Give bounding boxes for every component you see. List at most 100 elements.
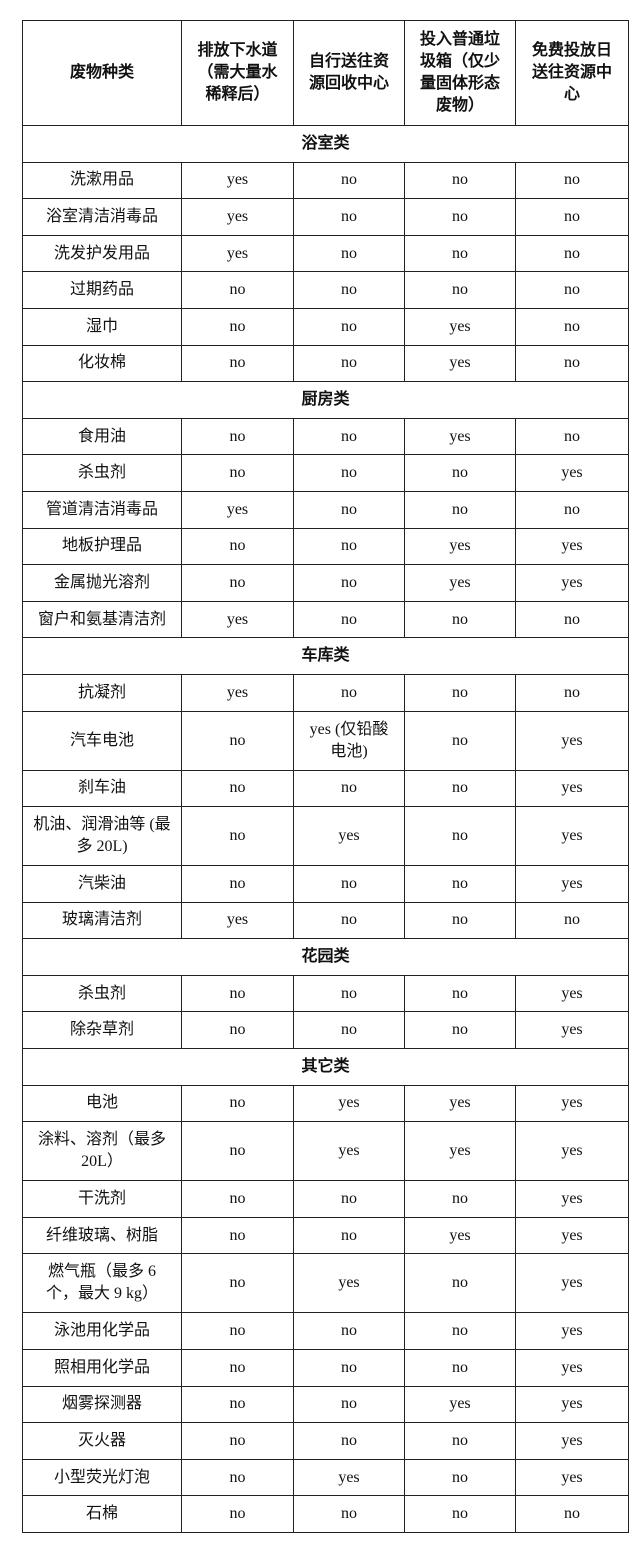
data-row: 洗发护发用品 yes no no no xyxy=(22,234,629,273)
cell: no xyxy=(293,1495,405,1533)
data-row: 湿巾 no no yes no xyxy=(22,307,629,346)
cell: no xyxy=(181,1349,294,1387)
cell: no xyxy=(181,1422,294,1460)
cell: yes xyxy=(404,1121,516,1182)
waste-type: 过期药品 xyxy=(22,271,182,309)
data-row: 烟雾探测器 no no yes yes xyxy=(22,1385,629,1424)
cell: yes xyxy=(404,564,516,602)
cell: no xyxy=(293,769,405,808)
section-title: 浴室类 xyxy=(22,125,629,163)
cell: no xyxy=(515,271,629,309)
column-header: 免费投放日送往资源中心 xyxy=(515,20,629,126)
cell: yes xyxy=(515,1216,629,1255)
section-row: 花园类 xyxy=(22,938,629,976)
section-row: 车库类 xyxy=(22,637,629,675)
cell: yes xyxy=(515,769,629,808)
cell: no xyxy=(181,454,294,492)
cell: yes xyxy=(293,1084,405,1123)
cell: no xyxy=(515,198,629,236)
cell: no xyxy=(181,1084,294,1123)
waste-type: 纤维玻璃、树脂 xyxy=(22,1216,182,1255)
cell: no xyxy=(293,271,405,309)
cell: no xyxy=(181,344,294,383)
data-row: 洗漱用品 yes no no no xyxy=(22,161,629,200)
cell: no xyxy=(404,490,516,529)
cell: yes xyxy=(515,527,629,566)
cell: no xyxy=(293,307,405,346)
cell: no xyxy=(293,1349,405,1387)
column-header: 投入普通垃圾箱（仅少量固体形态废物） xyxy=(404,20,516,126)
waste-type: 机油、润滑油等 (最多 20L) xyxy=(22,806,182,867)
cell: no xyxy=(293,901,405,940)
waste-type: 照相用化学品 xyxy=(22,1349,182,1387)
waste-type: 涂料、溶剂（最多 20L） xyxy=(22,1121,182,1182)
data-row: 金属抛光溶剂 no no yes yes xyxy=(22,564,629,602)
cell: no xyxy=(515,490,629,529)
cell: no xyxy=(181,1458,294,1497)
cell: no xyxy=(293,198,405,236)
cell: no xyxy=(181,417,294,456)
cell: no xyxy=(293,1180,405,1218)
cell: yes xyxy=(181,901,294,940)
waste-type: 洗漱用品 xyxy=(22,161,182,200)
data-row: 杀虫剂 no no no yes xyxy=(22,974,629,1013)
cell: yes xyxy=(293,1121,405,1182)
waste-type: 烟雾探测器 xyxy=(22,1385,182,1424)
cell: no xyxy=(515,161,629,200)
waste-type: 杀虫剂 xyxy=(22,454,182,492)
cell: yes xyxy=(515,806,629,867)
data-row: 灭火器 no no no yes xyxy=(22,1422,629,1460)
cell: no xyxy=(404,769,516,808)
cell: no xyxy=(181,865,294,903)
header-row: 废物种类 排放下水道（需大量水稀释后） 自行送往资源回收中心 投入普通垃圾箱（仅少量固… xyxy=(22,20,629,126)
cell: yes xyxy=(181,673,294,712)
cell: yes xyxy=(515,1253,629,1314)
cell: yes xyxy=(404,1385,516,1424)
cell: no xyxy=(404,1422,516,1460)
cell: no xyxy=(515,600,629,639)
data-row: 刹车油 no no no yes xyxy=(22,769,629,808)
cell: yes xyxy=(181,490,294,529)
waste-type: 化妆棉 xyxy=(22,344,182,383)
cell: no xyxy=(181,1312,294,1351)
column-header: 废物种类 xyxy=(22,20,182,126)
section-title: 车库类 xyxy=(22,637,629,675)
table-body: 浴室类 洗漱用品 yes no no no 浴室清洁消毒品 yes no no no 洗发护发用品 ye… xyxy=(22,125,629,1533)
data-row: 食用油 no no yes no xyxy=(22,417,629,456)
waste-type: 刹车油 xyxy=(22,769,182,808)
data-row: 化妆棉 no no yes no xyxy=(22,344,629,383)
waste-type: 玻璃清洁剂 xyxy=(22,901,182,940)
waste-type: 湿巾 xyxy=(22,307,182,346)
data-row: 燃气瓶（最多 6 个，最大 9 kg） no yes no yes xyxy=(22,1253,629,1314)
cell: no xyxy=(293,161,405,200)
section-title: 厨房类 xyxy=(22,381,629,419)
cell: yes xyxy=(181,234,294,273)
section-row: 其它类 xyxy=(22,1048,629,1086)
cell: no xyxy=(293,974,405,1013)
waste-type: 管道清洁消毒品 xyxy=(22,490,182,529)
cell: no xyxy=(181,1495,294,1533)
waste-type: 杀虫剂 xyxy=(22,974,182,1013)
waste-type: 洗发护发用品 xyxy=(22,234,182,273)
cell: no xyxy=(293,1385,405,1424)
cell: no xyxy=(181,1180,294,1218)
cell: no xyxy=(404,600,516,639)
cell: no xyxy=(293,564,405,602)
cell: yes xyxy=(515,1349,629,1387)
cell: yes xyxy=(404,1084,516,1123)
data-row: 过期药品 no no no no xyxy=(22,271,629,309)
data-row: 汽柴油 no no no yes xyxy=(22,865,629,903)
cell: no xyxy=(181,1216,294,1255)
cell: yes xyxy=(515,865,629,903)
cell: yes xyxy=(515,564,629,602)
cell: no xyxy=(404,673,516,712)
cell: yes xyxy=(404,417,516,456)
data-row: 管道清洁消毒品 yes no no no xyxy=(22,490,629,529)
data-row: 窗户和氨基清洁剂 yes no no no xyxy=(22,600,629,639)
column-header: 自行送往资源回收中心 xyxy=(293,20,405,126)
cell: no xyxy=(181,769,294,808)
cell: yes xyxy=(515,1121,629,1182)
data-row: 机油、润滑油等 (最多 20L) no yes no yes xyxy=(22,806,629,867)
data-row: 汽车电池 no yes (仅铅酸电池) no yes xyxy=(22,710,629,771)
